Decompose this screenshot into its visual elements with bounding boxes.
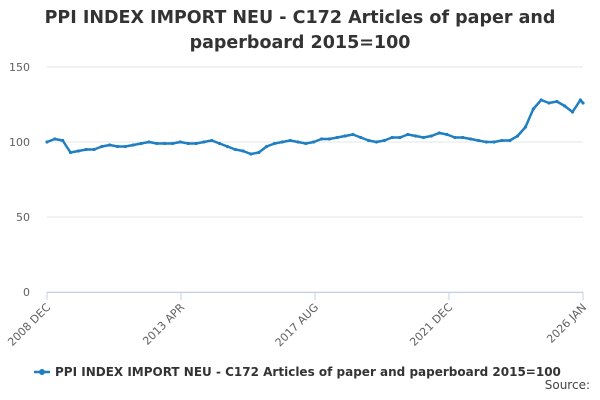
data-point	[53, 137, 57, 141]
data-point	[257, 150, 261, 155]
data-point	[272, 141, 277, 146]
data-point	[194, 141, 198, 146]
data-point	[280, 140, 284, 144]
series-layer	[45, 98, 585, 156]
data-point	[437, 131, 441, 135]
data-point	[139, 141, 143, 146]
data-point	[359, 135, 363, 140]
x-tick-label: 2017 AUG	[273, 301, 322, 350]
data-point	[327, 137, 331, 141]
source-label: Source:	[544, 378, 590, 392]
data-point	[68, 150, 73, 155]
data-point	[170, 141, 175, 146]
data-point	[578, 98, 583, 102]
data-point	[374, 140, 378, 144]
data-point	[218, 141, 222, 146]
data-point	[476, 138, 480, 143]
data-point	[547, 101, 551, 105]
data-point	[210, 138, 214, 143]
y-tick-label: 100	[9, 136, 30, 149]
data-point	[45, 140, 49, 144]
data-point	[570, 110, 575, 114]
legend-swatch-marker	[39, 369, 45, 375]
y-tick-label: 50	[16, 211, 30, 224]
data-point	[296, 140, 300, 144]
data-point	[390, 135, 394, 140]
data-point	[516, 134, 520, 138]
data-point	[492, 140, 496, 144]
data-point	[500, 138, 504, 143]
data-point	[484, 140, 488, 144]
x-tick-label: 2021 DEC	[407, 301, 455, 349]
data-point	[539, 98, 543, 102]
data-point	[108, 143, 112, 147]
x-tick-label: 2026 JAN	[544, 301, 589, 346]
data-point	[288, 138, 292, 143]
data-point	[100, 144, 104, 149]
data-point	[531, 107, 535, 111]
legend-label: PPI INDEX IMPORT NEU - C172 Articles of …	[55, 365, 561, 379]
x-tick-label: 2008 DEC	[5, 301, 53, 349]
data-point	[382, 138, 386, 143]
data-point	[116, 144, 120, 149]
data-point	[508, 138, 512, 143]
data-point	[453, 135, 457, 140]
data-point	[351, 132, 355, 137]
data-point	[186, 141, 190, 146]
data-point	[461, 135, 465, 140]
data-point	[343, 134, 347, 138]
data-point	[429, 134, 433, 138]
data-point	[367, 138, 371, 143]
data-point	[233, 147, 237, 152]
data-point	[304, 141, 308, 146]
y-tick-label: 0	[23, 286, 30, 299]
data-point	[406, 132, 410, 137]
data-point	[445, 132, 449, 137]
data-point	[123, 144, 127, 149]
data-point	[147, 140, 151, 144]
data-point	[202, 140, 206, 144]
data-point	[241, 149, 245, 153]
data-point	[414, 134, 418, 138]
data-point	[265, 144, 269, 149]
gridlines	[47, 66, 583, 293]
data-point	[225, 144, 229, 149]
data-point	[131, 143, 135, 147]
data-point	[335, 135, 339, 140]
data-point	[581, 101, 585, 105]
data-point	[76, 149, 80, 153]
data-point	[555, 99, 559, 104]
data-point	[421, 135, 426, 140]
legend[interactable]: PPI INDEX IMPORT NEU - C172 Articles of …	[34, 365, 561, 379]
data-point	[155, 141, 159, 146]
data-point	[523, 125, 528, 129]
data-point	[163, 141, 167, 146]
data-point	[178, 140, 182, 144]
data-point	[469, 137, 473, 141]
data-point	[249, 152, 253, 156]
data-point	[92, 147, 96, 152]
data-point	[84, 147, 88, 152]
series-line	[45, 98, 585, 156]
y-tick-label: 150	[9, 61, 30, 74]
data-point	[563, 104, 567, 108]
x-tick-label: 2013 APR	[140, 301, 187, 348]
axes: 0 50 100 150 2008 DEC 2013 APR 2017 AUG 2021 DE…	[5, 61, 589, 349]
data-point	[61, 138, 65, 143]
data-point	[312, 140, 316, 144]
data-point	[398, 135, 402, 140]
data-point	[319, 137, 324, 141]
chart-title: PPI INDEX IMPORT NEU - C172 Articles of …	[44, 8, 556, 53]
